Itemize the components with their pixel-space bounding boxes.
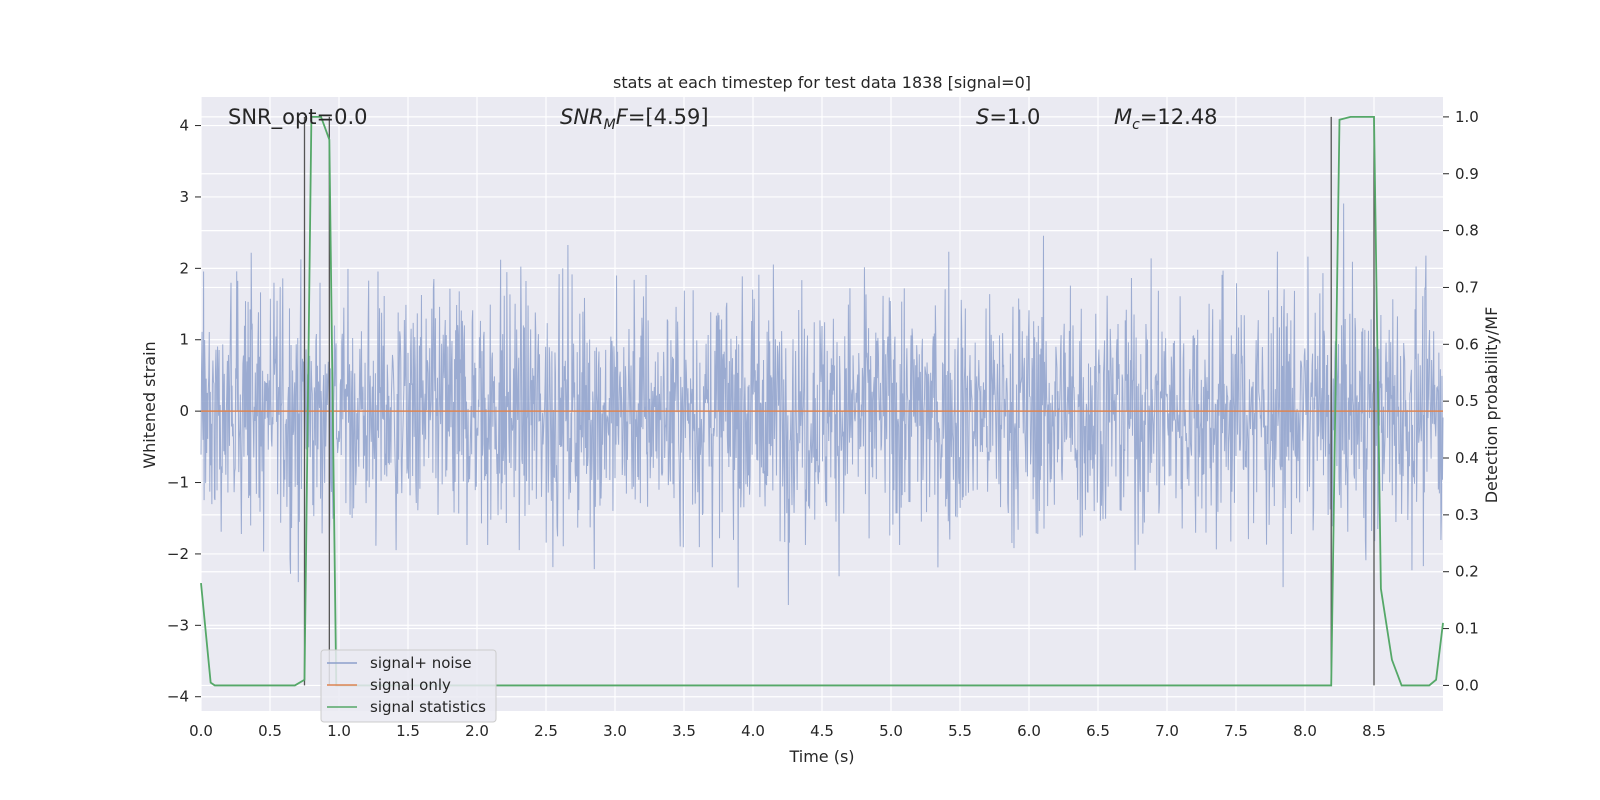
y-tick-label: −4 (167, 688, 189, 706)
y-tick-label: 1 (179, 331, 189, 349)
y-tick-label: −2 (167, 545, 189, 563)
x-tick-label: 3.0 (603, 722, 627, 740)
annotation-mc-label: M (1114, 105, 1132, 129)
series-line-signal-statistics (200, 116, 1444, 687)
series-signal-statistics (200, 116, 1444, 687)
y-right-tick-label: 0.2 (1455, 563, 1479, 581)
x-tick-label: 0.5 (258, 722, 282, 740)
annotation-mc-sub: c (1132, 117, 1140, 133)
detection-markers (303, 116, 1375, 686)
legend-box (320, 649, 497, 723)
y-right-tick-label: 0.3 (1455, 506, 1479, 524)
x-axis-ticks: 0.0 0.5 1.0 1.5 2.0 2.5 3.0 3.5 4.0 4.5 5.0 5.5 6.0 6… (189, 722, 1386, 740)
y-tick-label: −3 (167, 616, 189, 634)
y-axis-label: Whitened strain (140, 341, 159, 468)
x-tick-label: 8.5 (1362, 722, 1386, 740)
x-tick-label: 2.5 (534, 722, 558, 740)
x-tick-label: 8.0 (1293, 722, 1317, 740)
annotation-snr-mf: SNRMF=[4.59] (560, 105, 709, 133)
x-tick-label: 0.0 (189, 722, 213, 740)
x-tick-label: 2.0 (465, 722, 489, 740)
y-right-tick-label: 0.7 (1455, 278, 1479, 296)
annotation-s-label: S (976, 105, 989, 129)
x-tick-label: 5.0 (879, 722, 903, 740)
x-tick-label: 1.0 (327, 722, 351, 740)
annotation-snr-mf-tail: F (616, 105, 629, 129)
legend-label-signal-statistics: signal statistics (370, 698, 486, 716)
annotation-snr-mf-sub: M (604, 117, 616, 133)
chart-title: stats at each timestep for test data 183… (613, 73, 1031, 92)
x-tick-label: 3.5 (672, 722, 696, 740)
x-tick-label: 7.5 (1224, 722, 1248, 740)
series-signal-noise (200, 203, 1444, 606)
x-tick-label: 4.0 (741, 722, 765, 740)
legend: signal+ noise signal only signal statist… (320, 649, 497, 723)
y-tick-label: −1 (167, 474, 189, 492)
y-tick-label: 2 (179, 259, 189, 277)
x-axis-label: Time (s) (788, 747, 854, 766)
annotation-snr-opt: SNR_opt=0.0 (228, 105, 368, 130)
x-tick-label: 6.5 (1086, 722, 1110, 740)
legend-label-signal-noise: signal+ noise (370, 654, 472, 672)
y-tick-label: 0 (179, 402, 189, 420)
y-tick-label: 4 (179, 117, 189, 135)
y-right-tick-label: 0.1 (1455, 620, 1479, 638)
annotation-s-value: =1.0 (989, 105, 1040, 129)
annotation-s: S=1.0 (976, 105, 1040, 129)
y-right-axis-label: Detection probability/MF (1482, 307, 1501, 504)
x-tick-label: 1.5 (396, 722, 420, 740)
y-tick-label: 3 (179, 188, 189, 206)
y-right-tick-label: 0.0 (1455, 676, 1479, 694)
x-tick-label: 7.0 (1155, 722, 1179, 740)
y-right-tick-label: 0.4 (1455, 449, 1479, 467)
x-tick-label: 5.5 (948, 722, 972, 740)
annotation-mc: Mc=12.48 (1114, 105, 1218, 133)
x-tick-label: 4.5 (810, 722, 834, 740)
y-right-tick-label: 1.0 (1455, 108, 1479, 126)
y-axis-ticks: 4 3 2 1 0 −1 −2 −3 −4 (167, 117, 201, 706)
y-right-tick-label: 0.9 (1455, 165, 1479, 183)
series-line-signal-noise (200, 203, 1444, 606)
y-right-axis-ticks: 1.0 0.9 0.8 0.7 0.6 0.5 0.4 0.3 0.2 0.1 0.0 (1443, 108, 1479, 694)
annotation-snr-mf-value: =[4.59] (628, 105, 709, 129)
y-right-tick-label: 0.5 (1455, 392, 1479, 410)
legend-label-signal-only: signal only (370, 676, 451, 694)
annotation-mc-value: =12.48 (1140, 105, 1218, 129)
x-tick-label: 6.0 (1017, 722, 1041, 740)
y-right-tick-label: 0.6 (1455, 335, 1479, 353)
y-right-tick-label: 0.8 (1455, 222, 1479, 240)
annotation-snr-mf-prefix: SNR (560, 105, 604, 129)
